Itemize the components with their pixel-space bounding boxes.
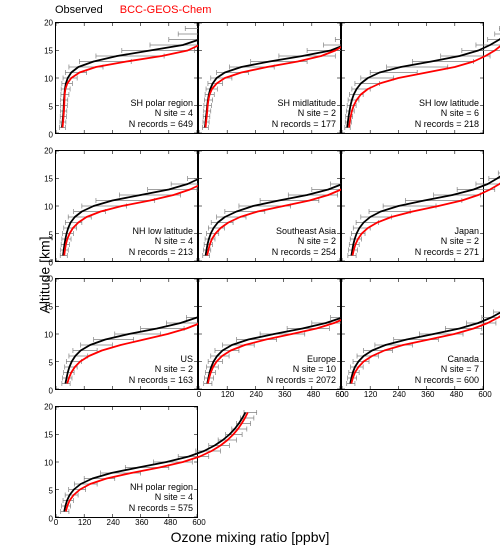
- panel-grid: SH polar regionN site = 4N records = 649…: [55, 22, 485, 518]
- panel-sh-low-latitude: SH low latitudeN site = 6N records = 218: [341, 22, 484, 134]
- n-site-label: N site = 10: [267, 364, 336, 374]
- y-tick-label: 5: [49, 231, 53, 240]
- panel-annotation: NH low latitudeN site = 4N records = 213: [129, 226, 193, 257]
- panel-europe: EuropeN site = 10N records = 20720120240…: [198, 278, 341, 390]
- n-records-label: N records = 649: [129, 119, 193, 129]
- y-tick-label: 15: [44, 47, 53, 56]
- x-tick-label: 0: [54, 518, 58, 527]
- n-records-label: N records = 163: [129, 375, 193, 385]
- x-tick-label: 120: [78, 518, 91, 527]
- x-tick-label: 240: [393, 390, 406, 399]
- n-records-label: N records = 575: [129, 503, 193, 513]
- x-tick-label: 240: [107, 518, 120, 527]
- y-tick-label: 5: [49, 359, 53, 368]
- y-tick-label: 0: [49, 259, 53, 268]
- y-tick-label: 15: [44, 175, 53, 184]
- y-tick-label: 5: [49, 103, 53, 112]
- n-site-label: N site = 4: [129, 492, 193, 502]
- region-label: Canada: [415, 354, 479, 364]
- panel-canada: CanadaN site = 7N records = 600012024036…: [341, 278, 484, 390]
- y-tick-label: 15: [44, 431, 53, 440]
- region-label: NH low latitude: [129, 226, 193, 236]
- x-tick-label: 600: [478, 390, 491, 399]
- region-label: US: [129, 354, 193, 364]
- panel-nh-low-latitude: NH low latitudeN site = 4N records = 213…: [55, 150, 198, 262]
- y-tick-label: 0: [49, 131, 53, 140]
- panel-japan: JapanN site = 2N records = 271: [341, 150, 484, 262]
- n-site-label: N site = 6: [415, 108, 479, 118]
- x-tick-label: 600: [192, 518, 205, 527]
- region-label: Southeast Asia: [272, 226, 336, 236]
- y-tick-label: 10: [44, 203, 53, 212]
- panel-sh-polar-region: SH polar regionN site = 4N records = 649…: [55, 22, 198, 134]
- panel-annotation: NH polar regionN site = 4N records = 575: [129, 482, 193, 513]
- x-tick-label: 360: [421, 390, 434, 399]
- figure: Observed BCC-GEOS-Chem Altitude [km] Ozo…: [0, 0, 500, 549]
- panel-annotation: EuropeN site = 10N records = 2072: [267, 354, 336, 385]
- panel-annotation: USN site = 2N records = 163: [129, 354, 193, 385]
- x-tick-label: 0: [340, 390, 344, 399]
- x-tick-label: 480: [307, 390, 320, 399]
- y-tick-label: 20: [44, 19, 53, 28]
- n-site-label: N site = 2: [272, 108, 336, 118]
- panel-annotation: SH low latitudeN site = 6N records = 218: [415, 98, 479, 129]
- n-site-label: N site = 4: [129, 236, 193, 246]
- legend-observed: Observed: [55, 4, 103, 16]
- n-records-label: N records = 271: [415, 247, 479, 257]
- y-tick-label: 20: [44, 147, 53, 156]
- n-site-label: N site = 2: [272, 236, 336, 246]
- x-tick-label: 0: [197, 390, 201, 399]
- n-records-label: N records = 254: [272, 247, 336, 257]
- region-label: SH low latitude: [415, 98, 479, 108]
- panel-southeast-asia: Southeast AsiaN site = 2N records = 254: [198, 150, 341, 262]
- region-label: SH midlatitude: [272, 98, 336, 108]
- region-label: SH polar region: [129, 98, 193, 108]
- n-records-label: N records = 600: [415, 375, 479, 385]
- x-tick-label: 120: [364, 390, 377, 399]
- panel-annotation: SH polar regionN site = 4N records = 649: [129, 98, 193, 129]
- panel-nh-polar-region: NH polar regionN site = 4N records = 575…: [55, 406, 198, 518]
- panel-annotation: JapanN site = 2N records = 271: [415, 226, 479, 257]
- region-label: Japan: [415, 226, 479, 236]
- y-tick-label: 10: [44, 459, 53, 468]
- n-records-label: N records = 177: [272, 119, 336, 129]
- n-records-label: N records = 213: [129, 247, 193, 257]
- y-tick-label: 0: [49, 387, 53, 396]
- n-site-label: N site = 4: [129, 108, 193, 118]
- panel-annotation: Southeast AsiaN site = 2N records = 254: [272, 226, 336, 257]
- panel-sh-midlatitude: SH midlatitudeN site = 2N records = 177: [198, 22, 341, 134]
- x-tick-label: 360: [278, 390, 291, 399]
- y-tick-label: 0: [49, 515, 53, 524]
- n-records-label: N records = 218: [415, 119, 479, 129]
- panel-annotation: SH midlatitudeN site = 2N records = 177: [272, 98, 336, 129]
- y-tick-label: 15: [44, 303, 53, 312]
- y-tick-label: 10: [44, 331, 53, 340]
- x-tick-label: 480: [164, 518, 177, 527]
- legend-model: BCC-GEOS-Chem: [120, 4, 212, 16]
- y-tick-label: 20: [44, 403, 53, 412]
- y-tick-label: 20: [44, 275, 53, 284]
- x-tick-label: 240: [250, 390, 263, 399]
- panel-us: USN site = 2N records = 16305101520: [55, 278, 198, 390]
- x-tick-label: 360: [135, 518, 148, 527]
- n-site-label: N site = 2: [415, 236, 479, 246]
- x-tick-label: 120: [221, 390, 234, 399]
- panel-annotation: CanadaN site = 7N records = 600: [415, 354, 479, 385]
- n-site-label: N site = 2: [129, 364, 193, 374]
- n-site-label: N site = 7: [415, 364, 479, 374]
- region-label: NH polar region: [129, 482, 193, 492]
- legend: Observed BCC-GEOS-Chem: [55, 4, 225, 16]
- x-tick-label: 480: [450, 390, 463, 399]
- n-records-label: N records = 2072: [267, 375, 336, 385]
- x-axis-label: Ozone mixing ratio [ppbv]: [171, 529, 330, 545]
- y-tick-label: 10: [44, 75, 53, 84]
- region-label: Europe: [267, 354, 336, 364]
- y-tick-label: 5: [49, 487, 53, 496]
